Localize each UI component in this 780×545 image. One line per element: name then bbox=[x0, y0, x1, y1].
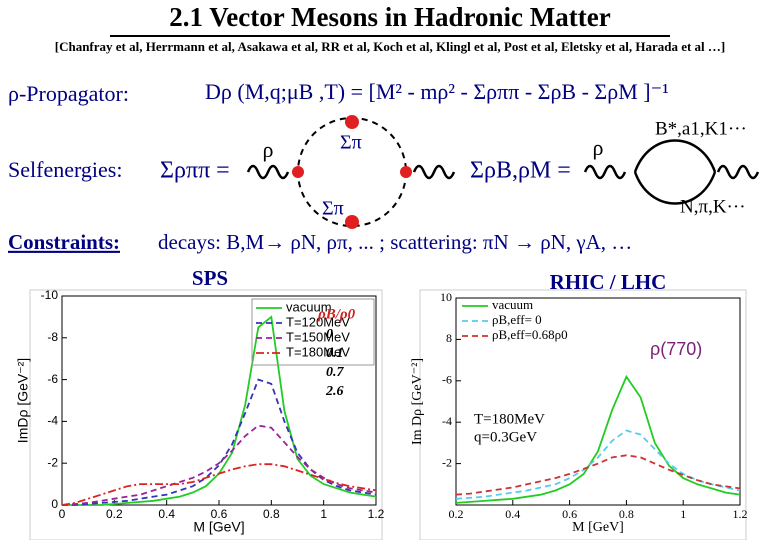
y-axis-label: Im Dρ [GeV⁻²] bbox=[410, 358, 425, 445]
resonances: B*,a1,K1··· bbox=[655, 118, 747, 139]
y-tick-label: -4 bbox=[442, 414, 452, 428]
series-line bbox=[61, 463, 377, 506]
x-tick-label: 0.6 bbox=[211, 507, 228, 521]
propagator-wiggle bbox=[412, 164, 456, 180]
constraints-label: Constraints: bbox=[8, 230, 120, 254]
x-tick-label: 0.4 bbox=[158, 507, 175, 521]
rho-label: ρ bbox=[593, 135, 604, 160]
rho-label: ρ bbox=[263, 137, 274, 162]
vertex bbox=[345, 215, 359, 229]
x-tick-label: 1.2 bbox=[368, 507, 385, 521]
y-tick-label: -2 bbox=[47, 455, 58, 469]
y-axis-label: ImDρ [GeV⁻²] bbox=[15, 358, 31, 443]
legend-label: ρB,eff= 0 bbox=[492, 312, 542, 327]
y-tick-label: -10 bbox=[41, 288, 59, 302]
y-tick-label: 0 bbox=[51, 497, 58, 511]
legend-label: T=150MeV bbox=[286, 329, 350, 344]
sigma-pi: Σπ bbox=[322, 198, 344, 220]
y-tick-label: -6 bbox=[442, 373, 452, 387]
nucleon-line bbox=[633, 171, 717, 205]
legend-label: ρB,eff=0.68ρ0 bbox=[492, 327, 568, 342]
annotation: 0.1 bbox=[326, 346, 344, 361]
annotation: 0.7 bbox=[326, 365, 345, 380]
x-tick-label: 0.8 bbox=[619, 507, 634, 521]
references: [Chanfray et al, Herrmann et al, Asakawa… bbox=[55, 39, 726, 54]
x-tick-label: 1 bbox=[680, 507, 686, 521]
slide-title: 2.1 Vector Mesons in Hadronic Matter bbox=[169, 2, 610, 32]
series-line bbox=[61, 424, 377, 506]
x-tick-label: 0.2 bbox=[106, 507, 123, 521]
sigma-rhoB-rhoM: ΣρB,ρM = bbox=[470, 158, 571, 184]
vertex bbox=[292, 166, 304, 178]
annotation: ρB/ρ0 bbox=[317, 306, 356, 322]
constraints-text: decays: B,M→ ρN, ρπ, ... ; scattering: π… bbox=[158, 230, 632, 254]
y-tick-label: -8 bbox=[47, 330, 58, 344]
series-line bbox=[455, 454, 741, 496]
propagator-formula: Dρ (M,q;μB ,T) = [M² - mρ² - Σρππ - ΣρB … bbox=[205, 79, 669, 104]
sps-heading: SPS bbox=[192, 266, 228, 290]
x-axis-label: M [GeV] bbox=[193, 519, 244, 535]
sigma-pi: Σπ bbox=[340, 132, 362, 154]
y-tick-label: -6 bbox=[47, 372, 58, 386]
series-line bbox=[62, 378, 377, 506]
legend-label: vacuum bbox=[286, 299, 332, 314]
series-line bbox=[455, 374, 741, 504]
resonance-line bbox=[633, 139, 717, 173]
x-tick-label: 0.2 bbox=[449, 507, 464, 521]
plot-area bbox=[455, 297, 741, 506]
x-tick-label: 1.2 bbox=[733, 507, 748, 521]
x-tick-label: 0 bbox=[59, 507, 66, 521]
series-line bbox=[455, 429, 741, 500]
nucleons: N,π,K··· bbox=[680, 196, 746, 217]
y-tick-label: 10 bbox=[440, 290, 452, 304]
x-tick-label: 0.8 bbox=[263, 507, 280, 521]
annotation: 2.6 bbox=[325, 384, 344, 399]
y-tick-label: 8 bbox=[446, 331, 452, 345]
legend-box bbox=[251, 298, 375, 366]
propagator-wiggle bbox=[716, 164, 760, 180]
sigma-rhopipi: Σρππ = bbox=[160, 158, 230, 184]
vertex bbox=[345, 115, 359, 129]
y-tick-label: -4 bbox=[47, 414, 58, 428]
x-axis-label: M [GeV] bbox=[572, 520, 624, 535]
annotation: q=0.3GeV bbox=[474, 429, 537, 445]
annotation: T=180MeV bbox=[474, 411, 545, 427]
x-tick-label: 1 bbox=[320, 507, 327, 521]
x-tick-label: 0.6 bbox=[562, 507, 577, 521]
annotation: 0 bbox=[326, 327, 333, 342]
legend-label: T=120MeV bbox=[286, 314, 350, 329]
right-chart-frame bbox=[419, 289, 747, 541]
annotation: ρ(770) bbox=[650, 339, 702, 359]
propagator-wiggle bbox=[246, 164, 290, 180]
x-tick-label: 0.4 bbox=[505, 507, 520, 521]
vertex bbox=[400, 166, 412, 178]
propagator-label: ρ-Propagator: bbox=[8, 81, 129, 106]
legend-label: T=180MeV bbox=[286, 344, 350, 359]
y-tick-label: -2 bbox=[442, 455, 452, 469]
legend-label: vacuum bbox=[492, 297, 533, 312]
selfenergies-label: Selfenergies: bbox=[8, 157, 122, 182]
propagator-wiggle bbox=[583, 164, 627, 180]
